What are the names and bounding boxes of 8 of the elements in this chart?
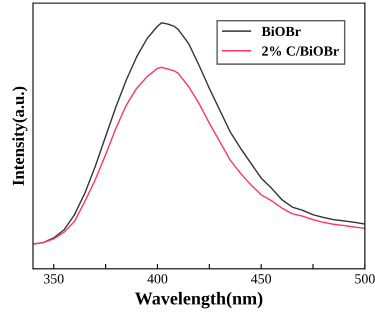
x-tick-label: 350 — [44, 274, 64, 284]
x-tick-label: 400 — [147, 274, 168, 284]
x-tick-label: 450 — [251, 274, 272, 284]
legend-label: 2% C/BiOBr — [262, 46, 339, 56]
y-axis-title: Intensity(a.u.) — [12, 86, 28, 186]
x-axis-title: Wavelength(nm) — [135, 292, 262, 308]
x-tick-label: 500 — [355, 274, 375, 284]
legend-label: BiOBr — [262, 26, 301, 36]
